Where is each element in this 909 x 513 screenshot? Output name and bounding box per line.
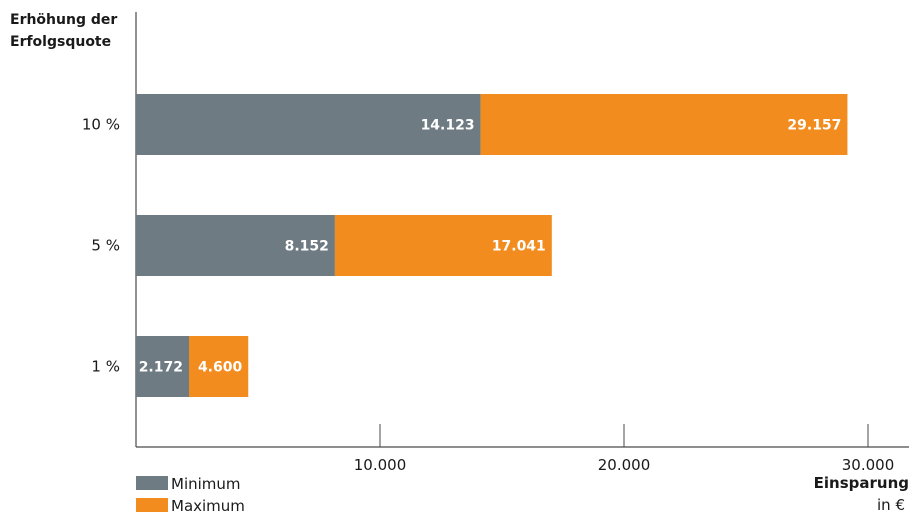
bar-minimum xyxy=(136,94,481,155)
x-axis-title: Einsparung xyxy=(814,474,909,492)
bar-maximum xyxy=(334,215,552,276)
bar-value-label: 8.152 xyxy=(285,239,329,255)
x-tick-label: 30.000 xyxy=(842,456,895,474)
x-tick-label: 20.000 xyxy=(598,456,651,474)
legend-label-maximum: Maximum xyxy=(171,497,245,513)
legend: Minimum Maximum xyxy=(136,475,245,513)
bar-value-label: 17.041 xyxy=(492,239,546,255)
legend-label-minimum: Minimum xyxy=(171,475,241,493)
bars xyxy=(136,94,848,397)
bar-minimum xyxy=(136,215,335,276)
category-labels: 10 % 5 % 1 % xyxy=(82,116,120,376)
bar-value-label: 29.157 xyxy=(787,118,841,134)
legend-swatch-minimum xyxy=(136,476,168,490)
category-label: 10 % xyxy=(82,116,120,134)
category-label: 1 % xyxy=(91,358,120,376)
bar-value-label: 14.123 xyxy=(421,118,475,134)
value-labels: 14.123 29.157 8.152 17.041 2.172 4.600 xyxy=(139,118,842,376)
x-tick-label: 10.000 xyxy=(354,456,407,474)
legend-swatch-maximum xyxy=(136,498,168,512)
bar-value-label: 2.172 xyxy=(139,360,183,376)
x-axis-unit: in € xyxy=(877,496,905,513)
category-label: 5 % xyxy=(91,237,120,255)
bar-minimum xyxy=(136,336,189,397)
bar-value-label: 4.600 xyxy=(198,360,243,376)
bar-maximum xyxy=(188,336,249,397)
x-tick-labels: 10.000 20.000 30.000 xyxy=(354,456,895,474)
y-axis-title: Erhöhung der Erfolgsquote xyxy=(10,12,117,50)
bar-maximum xyxy=(480,94,848,155)
